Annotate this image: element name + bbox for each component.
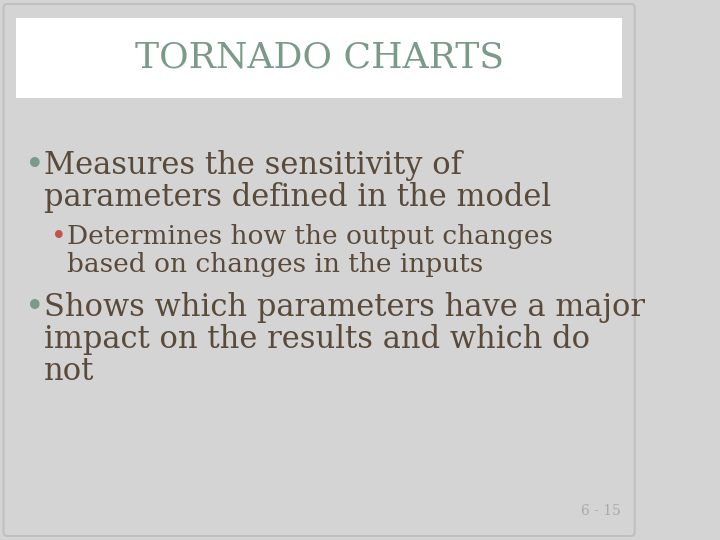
Text: not: not <box>45 356 95 387</box>
Text: •: • <box>24 292 45 324</box>
Text: •: • <box>51 224 67 249</box>
Text: Shows which parameters have a major: Shows which parameters have a major <box>45 292 645 323</box>
Text: 6 - 15: 6 - 15 <box>580 504 621 518</box>
Text: parameters defined in the model: parameters defined in the model <box>45 182 552 213</box>
FancyBboxPatch shape <box>16 18 622 98</box>
Text: based on changes in the inputs: based on changes in the inputs <box>68 252 484 277</box>
Text: Determines how the output changes: Determines how the output changes <box>68 224 554 249</box>
Text: •: • <box>24 150 45 182</box>
Text: impact on the results and which do: impact on the results and which do <box>45 324 590 355</box>
FancyBboxPatch shape <box>4 4 635 536</box>
Text: Measures the sensitivity of: Measures the sensitivity of <box>45 150 462 181</box>
Text: TORNADO CHARTS: TORNADO CHARTS <box>135 41 503 75</box>
